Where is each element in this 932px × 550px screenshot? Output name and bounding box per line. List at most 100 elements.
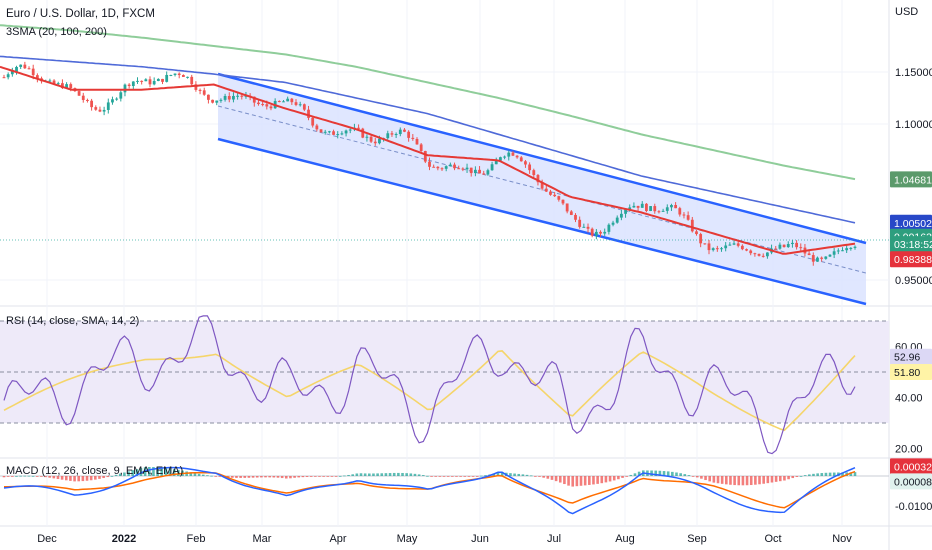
macd-hist-bar xyxy=(264,476,267,478)
macd-badge-text: 0.00008 xyxy=(894,476,932,488)
sma-200-line[interactable] xyxy=(0,24,856,181)
macd-hist-bar xyxy=(604,476,608,483)
macd-line[interactable] xyxy=(3,466,856,515)
macd-badge[interactable]: 0.00032 xyxy=(890,458,932,475)
macd-hist-bar xyxy=(671,471,674,476)
macd-hist-bar xyxy=(654,470,658,476)
candle xyxy=(2,74,6,79)
macd-hist-bar xyxy=(94,476,97,480)
candle xyxy=(532,168,536,179)
candle xyxy=(695,229,698,236)
candle xyxy=(423,150,427,164)
candle xyxy=(661,208,665,212)
candle xyxy=(569,210,573,216)
macd-hist-bar xyxy=(446,476,450,477)
channel-lower-line[interactable] xyxy=(217,137,867,306)
candle xyxy=(327,130,331,134)
macd-hist-bar xyxy=(521,474,525,476)
candle xyxy=(181,74,185,77)
macd-hist-bar xyxy=(127,471,130,476)
macd-hist-bar xyxy=(85,476,89,481)
candle xyxy=(394,132,398,139)
macd-hist-bar xyxy=(629,474,633,476)
channel-upper-line[interactable] xyxy=(217,72,867,245)
rsi-ma-line[interactable] xyxy=(3,350,856,432)
macd-hist-bar xyxy=(27,475,31,477)
macd-hist-bar xyxy=(214,476,218,477)
macd-hist-bar xyxy=(305,476,309,477)
candle xyxy=(553,191,557,197)
price-badge[interactable]: 03:18:52 xyxy=(890,236,932,253)
price-badge[interactable]: 1.04681 xyxy=(890,171,932,188)
sma-indicator-title[interactable]: 3SMA (20, 100, 200) xyxy=(6,26,107,38)
macd-hist-bar xyxy=(2,476,6,478)
macd-hist-bar xyxy=(276,476,280,478)
candle xyxy=(519,156,523,162)
macd-hist-bar xyxy=(675,472,678,476)
macd-hist-bar xyxy=(409,473,413,476)
macd-hist-bar xyxy=(206,475,209,477)
price-badge-text: 03:18:52 xyxy=(894,239,932,251)
macd-hist-bar xyxy=(451,476,454,477)
macd-title[interactable]: MACD (12, 26, close, 9, EMA, EMA) xyxy=(6,465,183,477)
macd-hist-bar xyxy=(496,472,500,476)
macd-hist-bar xyxy=(438,476,442,477)
macd-hist-bar xyxy=(40,476,43,477)
candle xyxy=(257,99,260,106)
candle xyxy=(436,166,440,171)
sma-20-line[interactable] xyxy=(0,65,856,255)
time-tick-label: May xyxy=(397,533,418,545)
candle xyxy=(365,134,369,142)
candle xyxy=(169,74,173,77)
candle xyxy=(528,162,532,174)
macd-hist-bar xyxy=(52,476,56,479)
macd-hist-bar xyxy=(98,476,101,479)
price-tick-label: 0.95000 xyxy=(895,275,932,287)
rsi-line[interactable] xyxy=(3,315,856,455)
macd-badge[interactable]: 0.00008 xyxy=(890,473,932,490)
candle xyxy=(594,229,598,240)
price-badge[interactable]: 1.00502 xyxy=(890,214,932,231)
macd-hist-bar xyxy=(23,475,27,477)
candle xyxy=(511,151,515,157)
candle xyxy=(586,223,590,233)
candle xyxy=(745,248,748,252)
macd-hist-bar xyxy=(434,476,438,477)
candle xyxy=(657,210,661,214)
candle xyxy=(411,134,415,141)
symbol-title[interactable]: Euro / U.S. Dollar, 1D, FXCM xyxy=(6,8,155,20)
candle xyxy=(207,94,210,104)
macd-hist-bar xyxy=(588,476,591,485)
macd-hist-bar xyxy=(650,470,653,476)
rsi-title[interactable]: RSI (14, close, SMA, 14, 2) xyxy=(6,315,139,327)
rsi-badge[interactable]: 51.80 xyxy=(890,364,932,380)
macd-hist-bar xyxy=(770,476,774,483)
candle xyxy=(703,243,707,245)
price-badge-text: 1.00502 xyxy=(894,218,932,230)
candle xyxy=(23,61,27,69)
price-badge[interactable]: 0.98388 xyxy=(890,251,932,268)
macd-hist-bar xyxy=(471,476,475,477)
candle xyxy=(323,129,327,135)
candle xyxy=(686,211,690,221)
macd-hist-bar xyxy=(231,476,234,478)
candle xyxy=(678,206,682,217)
time-tick-label: Jun xyxy=(471,533,489,545)
macd-hist-bar xyxy=(832,472,836,476)
macd-hist-bar xyxy=(853,472,857,476)
macd-hist-bar xyxy=(749,476,753,486)
rsi-badge[interactable]: 52.96 xyxy=(890,348,932,365)
candle xyxy=(774,245,778,250)
macd-hist-bar xyxy=(509,473,512,476)
candle xyxy=(565,203,569,214)
macd-hist-bar xyxy=(762,476,765,484)
sma-100-line[interactable] xyxy=(0,55,856,224)
candle xyxy=(161,78,164,85)
time-tick-label: Nov xyxy=(832,533,852,545)
macd-hist-bar xyxy=(193,473,197,476)
macd-hist-bar xyxy=(467,476,471,477)
macd-hist-bar xyxy=(492,473,496,476)
time-tick-label: Mar xyxy=(253,533,272,545)
candle xyxy=(836,248,840,255)
